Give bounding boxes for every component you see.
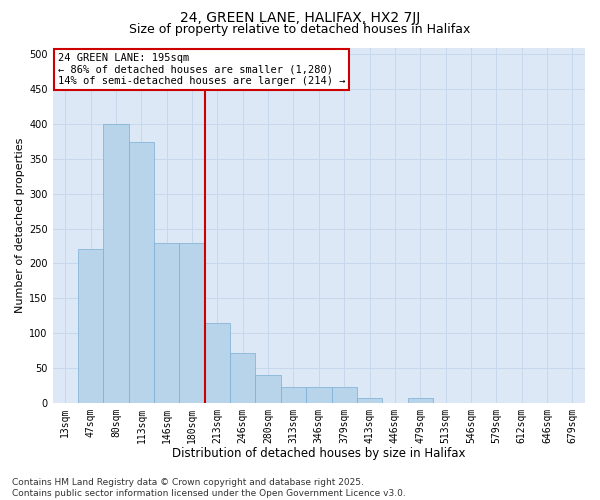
Bar bbox=[230, 352, 256, 403]
Bar bbox=[78, 250, 103, 402]
Bar bbox=[154, 242, 179, 402]
Bar bbox=[281, 388, 306, 402]
Bar bbox=[205, 322, 230, 402]
Bar bbox=[332, 388, 357, 402]
X-axis label: Distribution of detached houses by size in Halifax: Distribution of detached houses by size … bbox=[172, 447, 466, 460]
Text: Size of property relative to detached houses in Halifax: Size of property relative to detached ho… bbox=[130, 22, 470, 36]
Bar bbox=[357, 398, 382, 402]
Bar bbox=[179, 242, 205, 402]
Bar bbox=[129, 142, 154, 402]
Text: 24 GREEN LANE: 195sqm
← 86% of detached houses are smaller (1,280)
14% of semi-d: 24 GREEN LANE: 195sqm ← 86% of detached … bbox=[58, 53, 346, 86]
Text: Contains HM Land Registry data © Crown copyright and database right 2025.
Contai: Contains HM Land Registry data © Crown c… bbox=[12, 478, 406, 498]
Bar bbox=[306, 388, 332, 402]
Bar bbox=[103, 124, 129, 402]
Bar bbox=[407, 398, 433, 402]
Y-axis label: Number of detached properties: Number of detached properties bbox=[15, 138, 25, 313]
Text: 24, GREEN LANE, HALIFAX, HX2 7JJ: 24, GREEN LANE, HALIFAX, HX2 7JJ bbox=[180, 11, 420, 25]
Bar bbox=[256, 375, 281, 402]
